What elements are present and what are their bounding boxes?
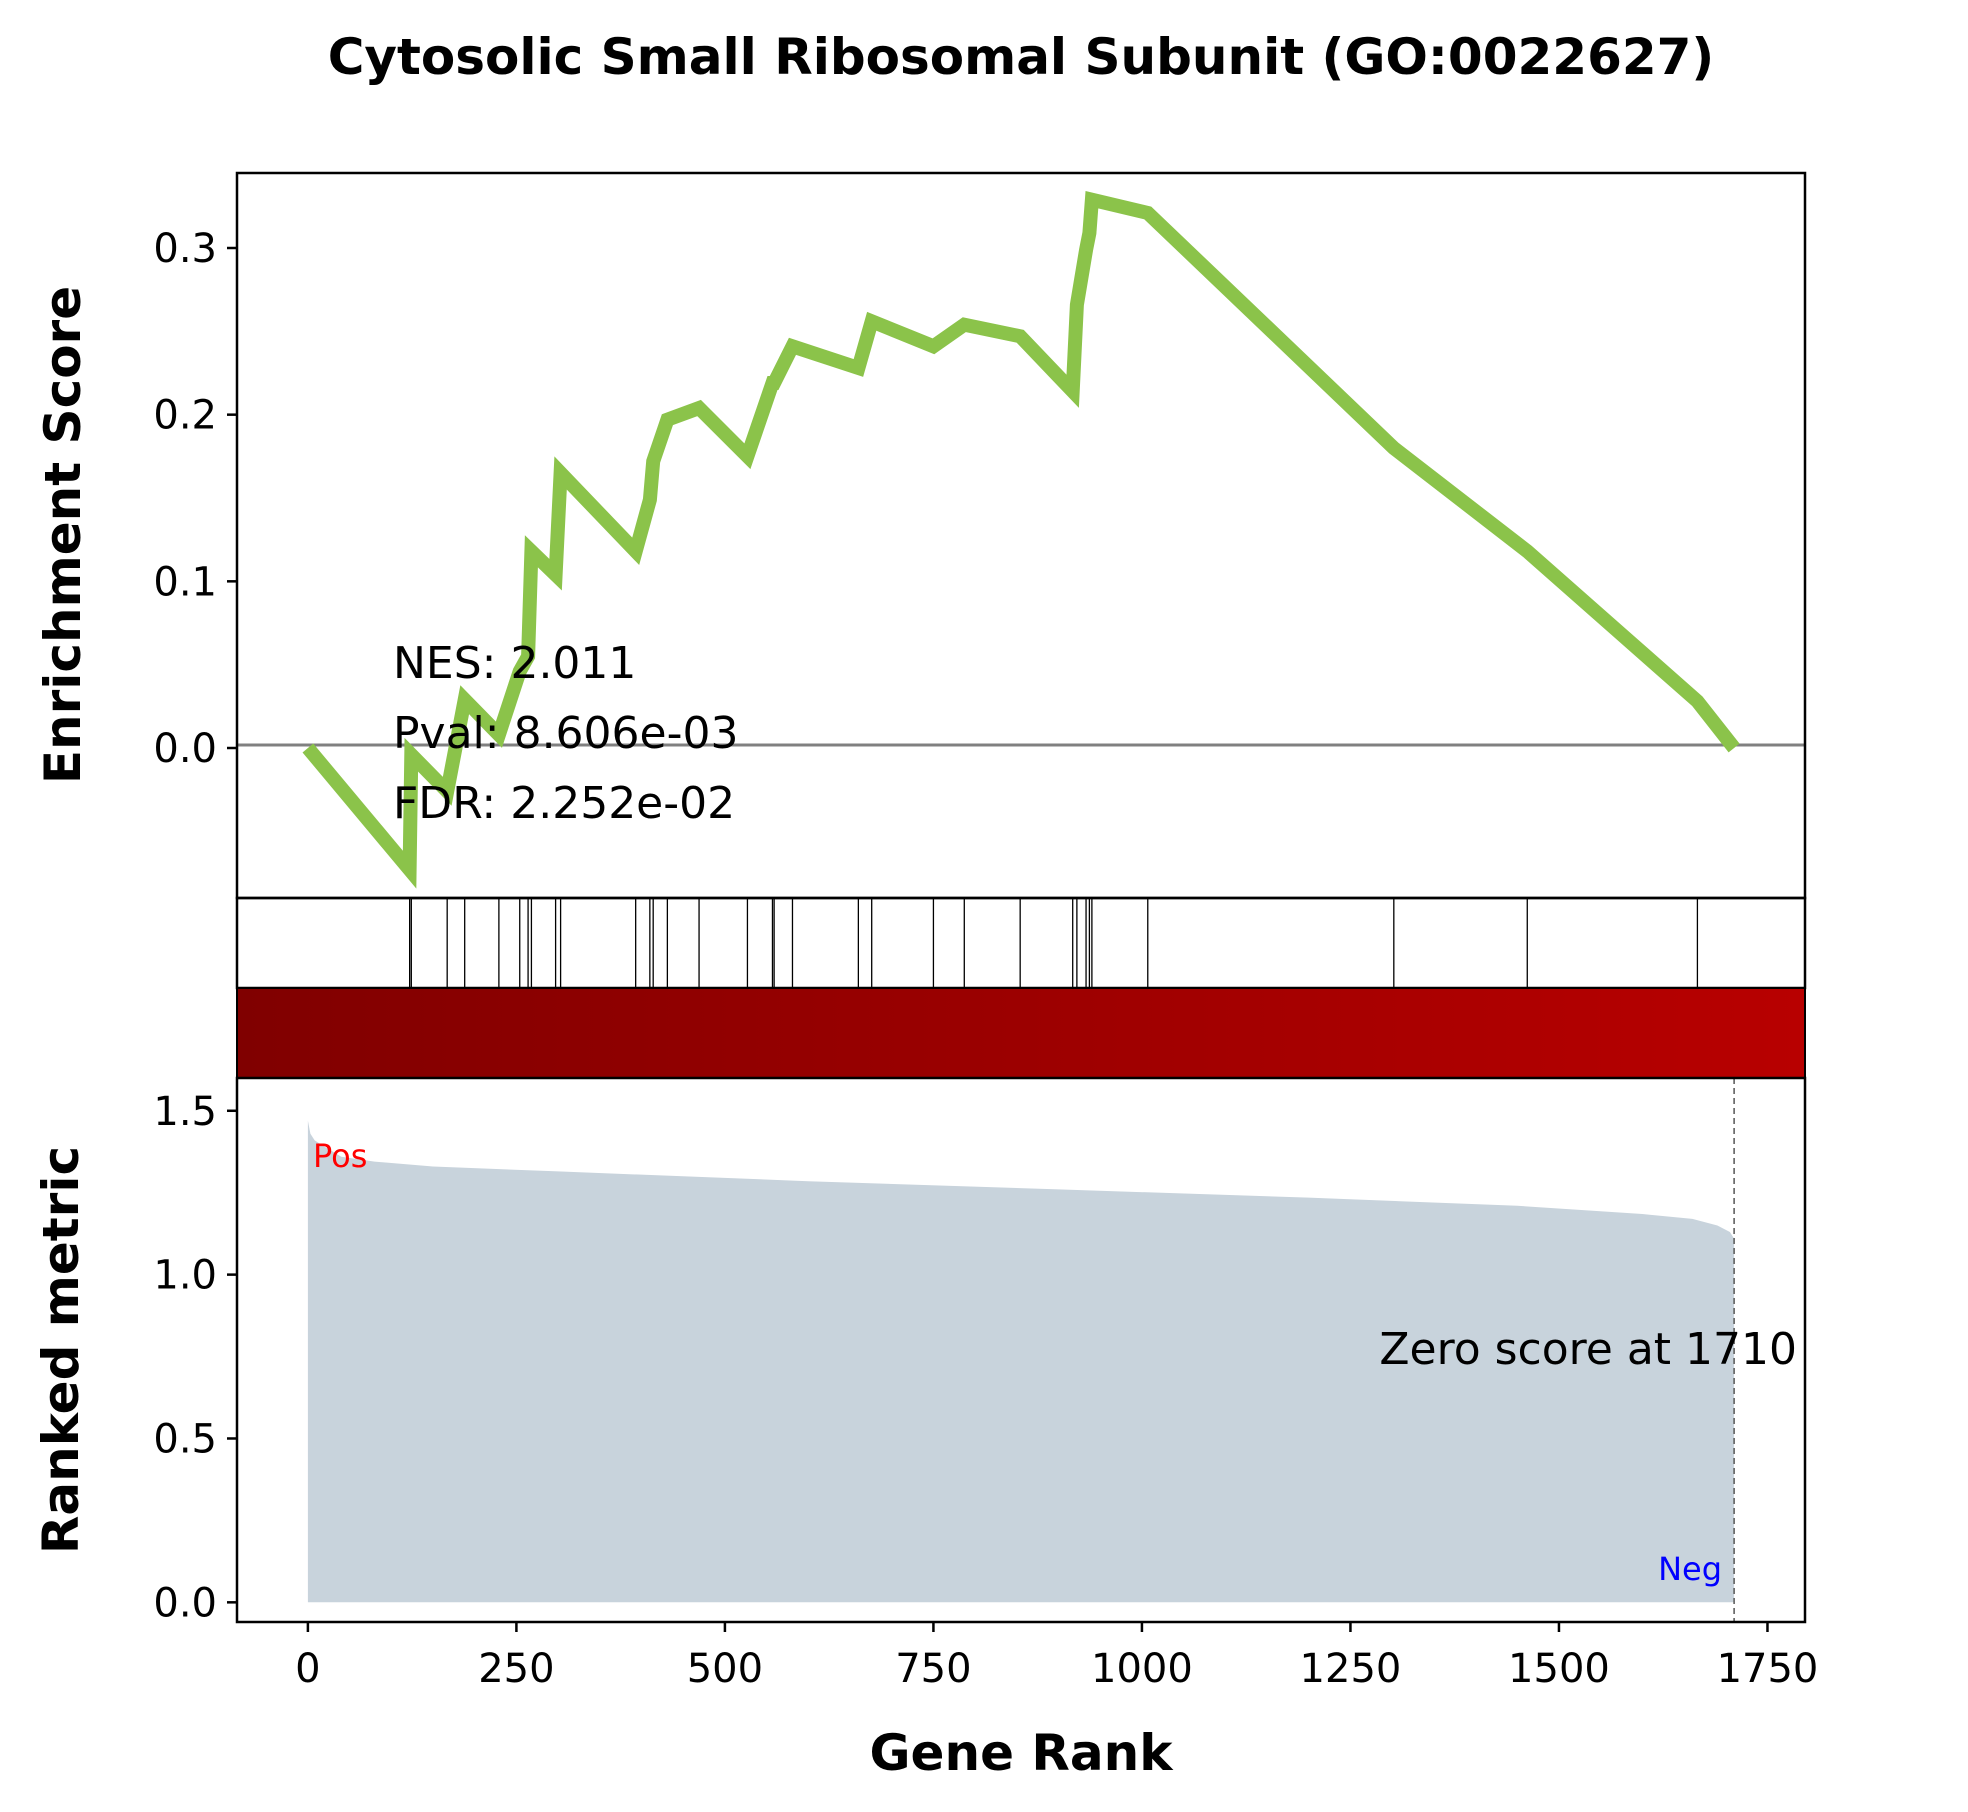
x-ticks: 0 250 500 750 1000 1250 1500 1750	[295, 1622, 1818, 1692]
fdr-label: FDR: 2.252e-02	[393, 778, 735, 829]
x-tick-label: 1000	[1091, 1646, 1193, 1692]
metric-y-ticks: 0.0 0.5 1.0 1.5	[153, 1089, 237, 1626]
es-y-tick-label: 0.0	[153, 726, 217, 772]
x-tick-label: 1750	[1717, 1646, 1819, 1692]
x-tick-label: 0	[295, 1646, 320, 1692]
zero-score-label: Zero score at 1710	[1379, 1324, 1797, 1375]
metric-y-tick-label: 1.0	[153, 1253, 217, 1299]
x-tick-label: 1250	[1300, 1646, 1402, 1692]
rank-colorbar	[236, 987, 1806, 1079]
metric-panel-frame	[235, 1076, 1807, 1624]
pos-label: Pos	[313, 1137, 367, 1175]
metric-panel: 0.00.51.01.5 0 250 500 750 1000 1250 1500 1750 …	[32, 1076, 1818, 1782]
metric-y-tick-label: 0.0	[153, 1580, 217, 1626]
es-y-tick-label: 0.3	[153, 226, 217, 272]
hits-panel-frame	[235, 896, 1807, 990]
es-y-tick-label: 0.2	[153, 393, 217, 439]
metric-y-tick-label: 0.5	[153, 1416, 217, 1462]
metric-y-axis-label: Ranked metric	[32, 1146, 90, 1554]
x-axis-label: Gene Rank	[870, 1724, 1175, 1782]
nes-label: NES: 2.011	[393, 638, 636, 689]
x-tick-label: 250	[478, 1646, 554, 1692]
hits-panel	[235, 896, 1807, 990]
x-tick-label: 1500	[1508, 1646, 1610, 1692]
hit-ticks	[408, 898, 1699, 988]
pval-label: Pval: 8.606e-03	[393, 708, 738, 759]
x-tick-label: 750	[895, 1646, 971, 1692]
es-curve-line	[302, 190, 1740, 889]
es-y-tick-label: 0.1	[153, 559, 217, 605]
neg-label: Neg	[1658, 1550, 1722, 1588]
x-tick-label: 500	[687, 1646, 763, 1692]
chart-title: Cytosolic Small Ribosomal Subunit (GO:00…	[328, 28, 1715, 86]
es-panel: 0.00.10.20.3 NES: 2.011 Pval: 8.606e-03 …	[34, 171, 1807, 900]
es-y-axis-label: Enrichment Score	[34, 286, 92, 784]
ranked-metric-area	[307, 1120, 1735, 1603]
metric-y-tick-label: 1.5	[153, 1089, 217, 1135]
es-y-ticks: 0.0 0.1 0.2 0.3	[153, 226, 237, 772]
